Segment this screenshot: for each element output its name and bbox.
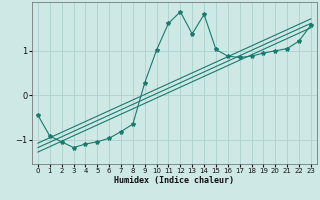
X-axis label: Humidex (Indice chaleur): Humidex (Indice chaleur) bbox=[115, 176, 234, 185]
